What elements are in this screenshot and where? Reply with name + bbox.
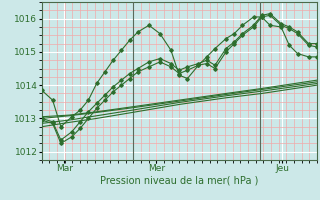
X-axis label: Pression niveau de la mer( hPa ): Pression niveau de la mer( hPa ) <box>100 176 258 186</box>
